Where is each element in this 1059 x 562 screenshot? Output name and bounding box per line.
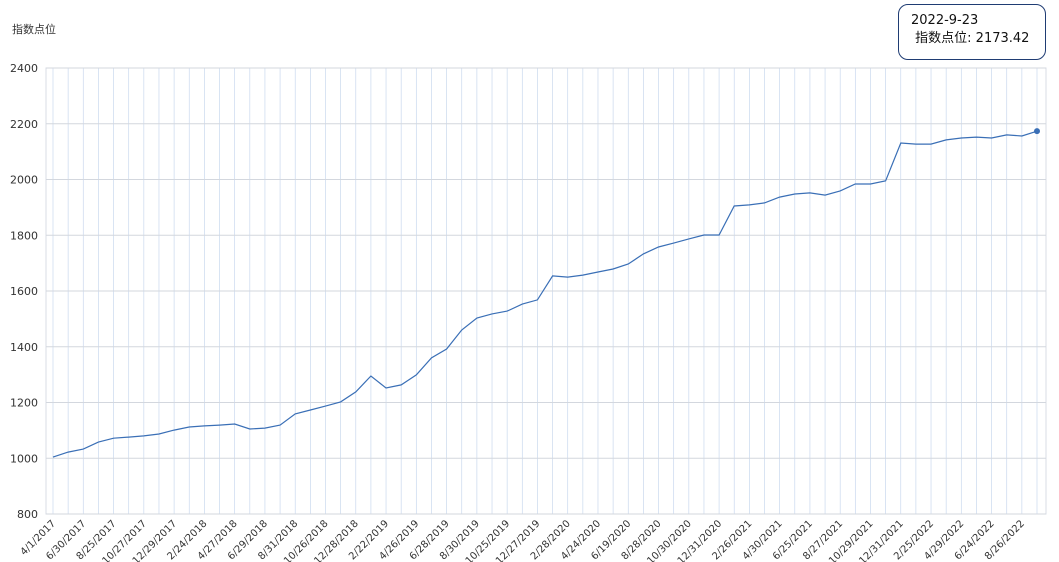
tooltip-value-row: 指数点位: 2173.42 — [911, 30, 1033, 48]
y-tick-label: 800 — [17, 508, 38, 521]
y-tick-label: 1000 — [10, 452, 38, 465]
y-tick-label: 2000 — [10, 174, 38, 187]
tooltip-value: 2173.42 — [975, 31, 1030, 46]
tooltip: 2022-9-23 指数点位: 2173.42 — [898, 4, 1046, 60]
y-tick-label: 1200 — [10, 397, 38, 410]
highlight-point — [1034, 128, 1040, 135]
tooltip-label: 指数点位: — [915, 31, 972, 46]
y-tick-label: 2200 — [10, 118, 38, 131]
y-tick-label: 1400 — [10, 341, 38, 354]
line-series — [52, 130, 1038, 458]
tooltip-date: 2022-9-23 — [911, 13, 979, 28]
y-tick-label: 2400 — [10, 62, 38, 75]
y-tick-label: 1600 — [10, 285, 38, 298]
y-axis-title: 指数点位 — [12, 22, 56, 36]
y-tick-label: 1800 — [10, 229, 38, 242]
